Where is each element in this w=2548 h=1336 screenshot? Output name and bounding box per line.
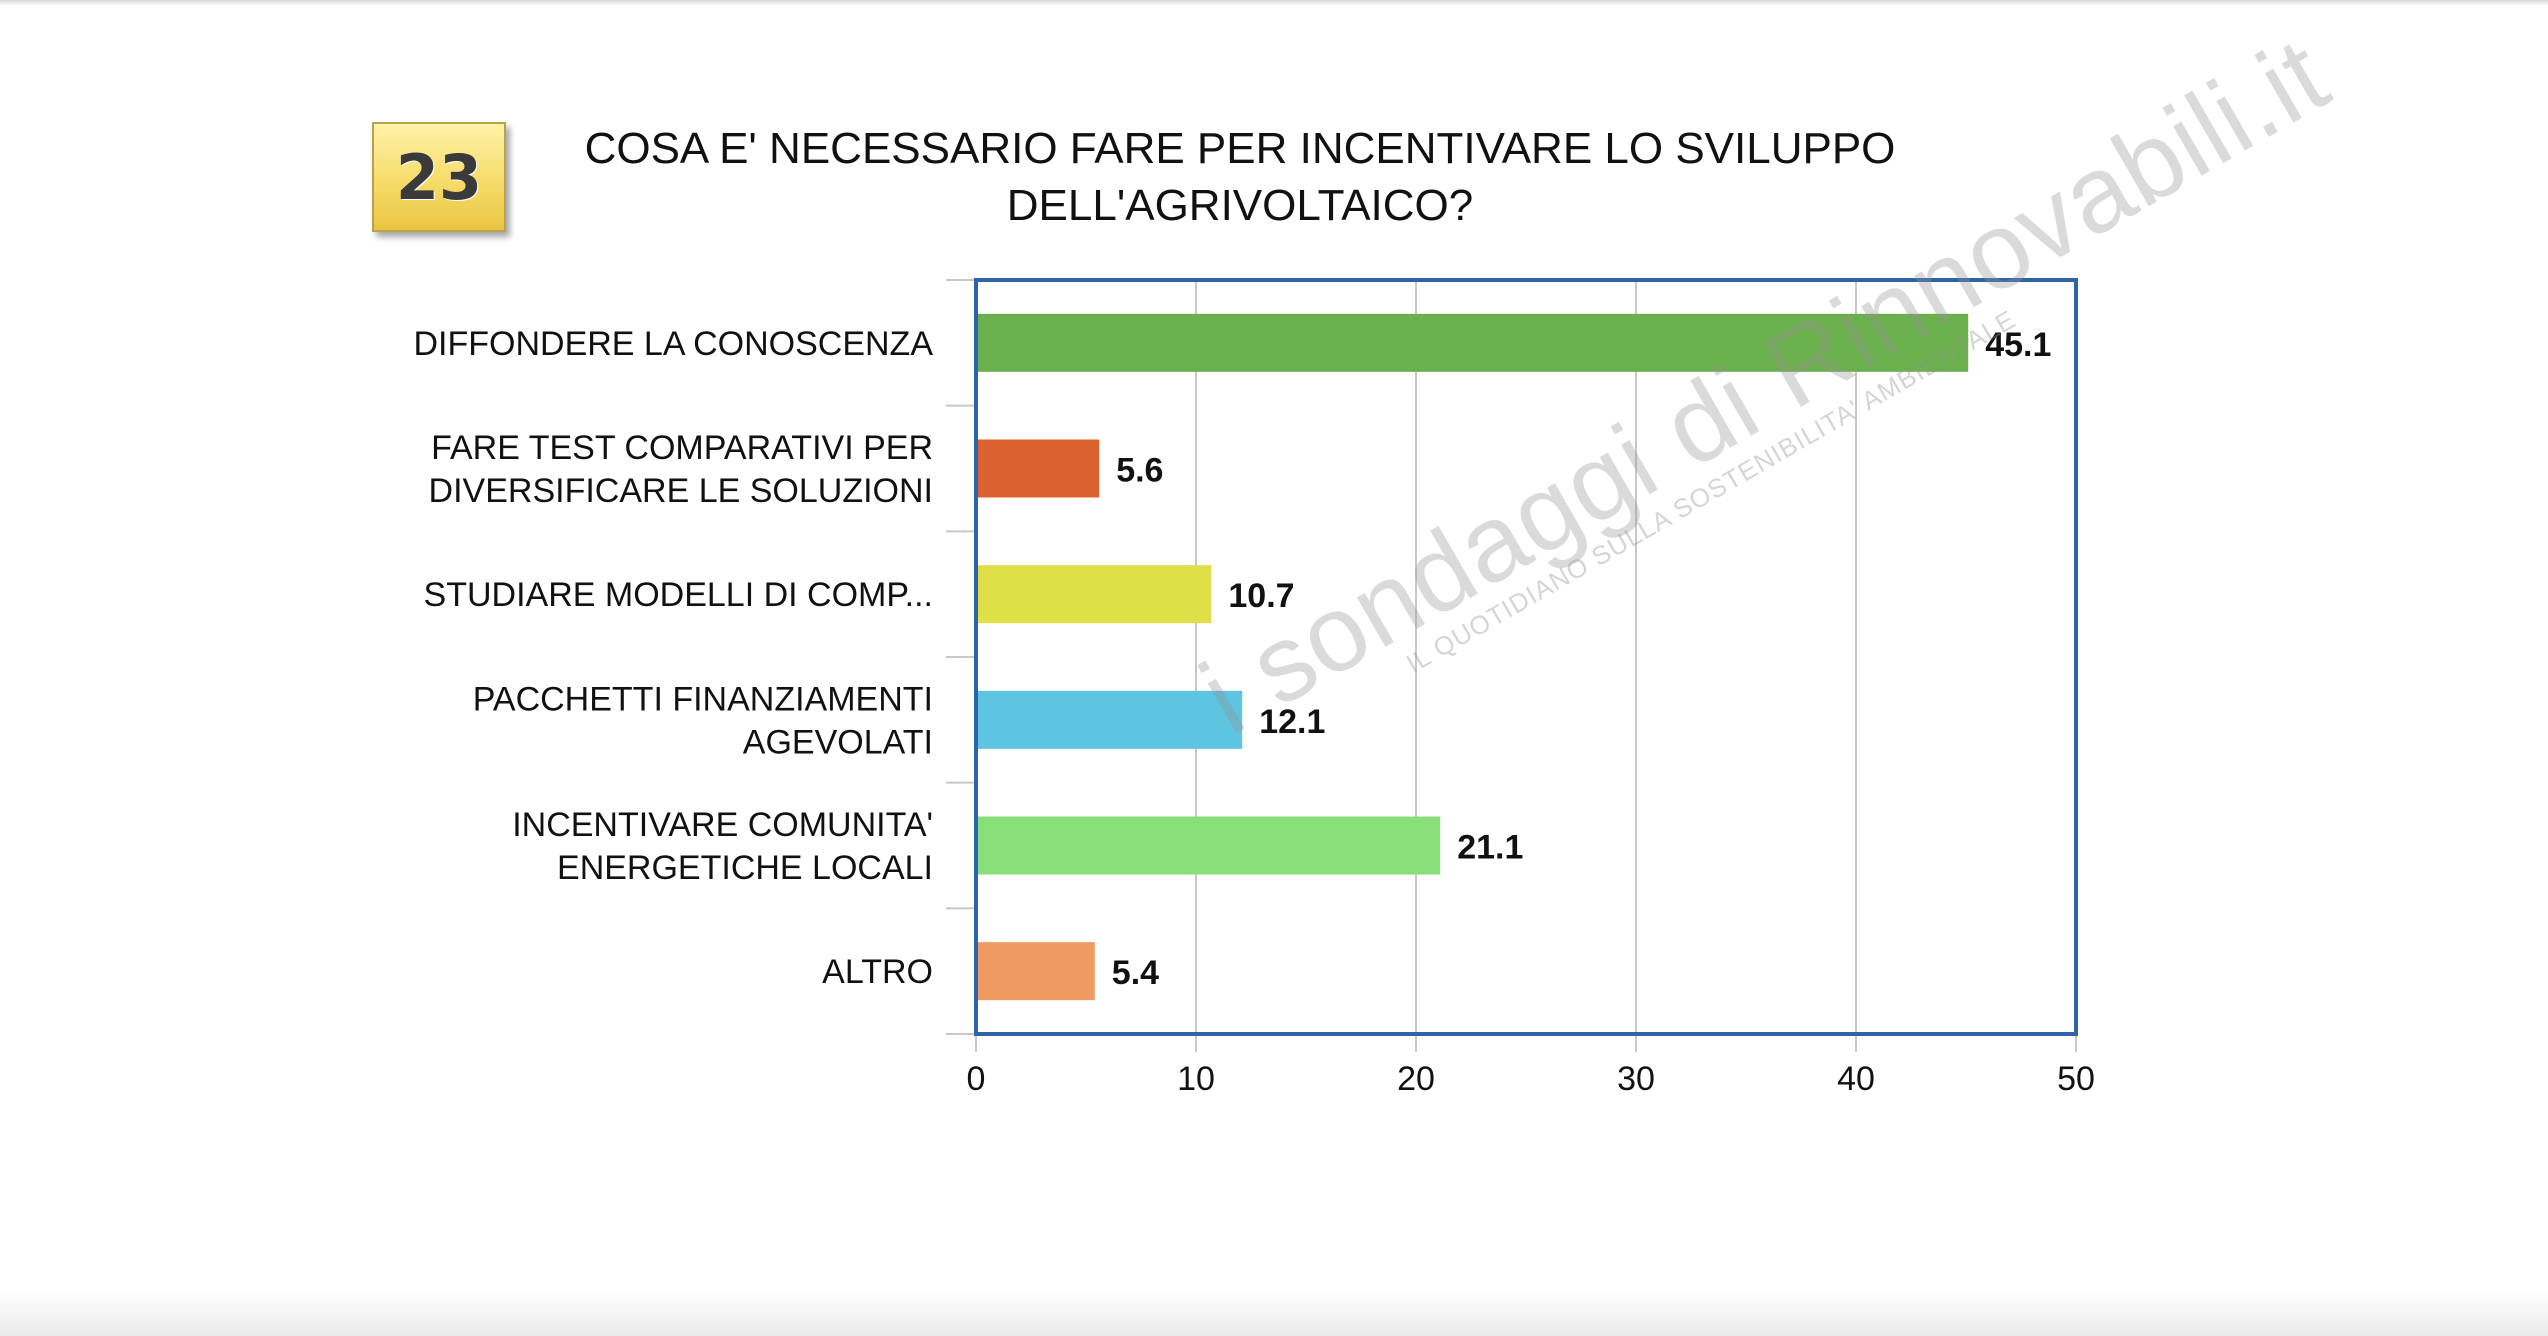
category-label-0-line-0: DIFFONDERE LA CONOSCENZA [413,325,933,363]
category-label-4-line-0: INCENTIVARE COMUNITA' [512,806,933,844]
category-label-1-line-0: FARE TEST COMPARATIVI PER [431,429,933,467]
question-number: 23 [395,140,483,214]
category-label-3-line-0: PACCHETTI FINANZIAMENTI [473,680,933,718]
category-label-1-line-1: DIVERSIFICARE LE SOLUZIONI [429,472,933,510]
value-label-3: 12.1 [1259,703,1325,741]
bar-0 [978,313,1969,372]
chart-title-line-2: DELL'AGRIVOLTAICO? [1006,181,1474,230]
x-tick-label-50: 50 [2057,1060,2095,1098]
category-label-2-line-0: STUDIARE MODELLI DI COMP... [424,576,933,614]
chart-title-line-1: COSA E' NECESSARIO FARE PER INCENTIVARE … [584,124,1896,173]
x-tick-label-30: 30 [1617,1060,1655,1098]
top-shadow [0,0,2548,6]
plot-area [976,280,2076,1034]
x-tick-label-0: 0 [967,1060,986,1098]
x-tick-label-20: 20 [1397,1060,1435,1098]
question-number-badge: 23 [372,122,506,232]
x-tick-label-40: 40 [1837,1060,1875,1098]
bar-4 [978,816,1441,875]
x-tick-label-10: 10 [1177,1060,1215,1098]
chart-title: COSA E' NECESSARIO FARE PER INCENTIVARE … [480,120,2000,234]
category-label-0: DIFFONDERE LA CONOSCENZA [413,325,933,363]
category-label-4-line-1: ENERGETICHE LOCALI [557,849,933,887]
category-label-2: STUDIARE MODELLI DI COMP... [424,576,933,614]
category-label-3: PACCHETTI FINANZIAMENTI AGEVOLATI [473,680,933,761]
value-label-2: 10.7 [1228,577,1294,615]
bar-5 [978,942,1095,1001]
category-label-1: FARE TEST COMPARATIVI PER DIVERSIFICARE L… [429,429,933,510]
category-label-3-line-1: AGEVOLATI [743,723,933,761]
value-label-0: 45.1 [1985,326,2051,364]
bar-3 [978,690,1243,749]
value-label-4: 21.1 [1457,829,1523,867]
bottom-shadow [0,1290,2548,1336]
bar-2 [978,565,1212,624]
plot-frame [974,278,2078,1036]
category-label-5-line-0: ALTRO [822,953,933,991]
value-label-1: 5.6 [1116,452,1163,490]
category-label-5: ALTRO [822,953,933,991]
category-label-4: INCENTIVARE COMUNITA' ENERGETICHE LOCALI [512,806,933,887]
bar-1 [978,439,1100,498]
value-label-5: 5.4 [1112,954,1159,992]
